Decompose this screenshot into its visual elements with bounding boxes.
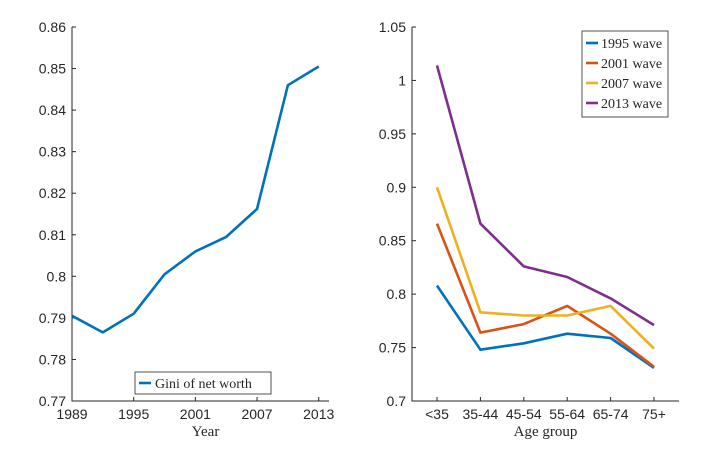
x-tick-label: 2013	[303, 406, 334, 422]
legend-label: 2007 wave	[601, 77, 662, 92]
gini-by-age-chart: 0.7 0.75 0.8 0.85 0.9 0.95 1 1.05 <35 35-44 45-54 5…	[379, 19, 679, 440]
x-tick-label: 1989	[56, 406, 87, 422]
y-tick-label: 0.79	[39, 310, 66, 326]
legend-box	[134, 371, 272, 395]
y-tick-label: 0.77	[39, 393, 66, 409]
legend-label: 2001 wave	[601, 57, 662, 72]
x-tick-label: 2007	[241, 406, 272, 422]
series-line-2007-wave	[435, 186, 655, 350]
y-tick-label: 0.83	[39, 144, 66, 160]
y-tick-label: 0.75	[379, 340, 406, 356]
series-line-1995-wave	[435, 284, 655, 369]
x-tick-label: 35-44	[462, 406, 498, 422]
y-tick-label: 0.8	[387, 286, 407, 302]
x-tick-label: 65-74	[593, 406, 629, 422]
x-tick-label: <35	[425, 406, 449, 422]
y-tick-label: 0.85	[379, 233, 406, 249]
x-tick-label: 45-54	[506, 406, 542, 422]
y-tick-label: 0.82	[39, 185, 66, 201]
x-axis-label: Year	[192, 424, 220, 440]
y-tick-label: 1	[398, 72, 406, 88]
y-tick-label: 1.05	[379, 19, 406, 35]
legend-label: 1995 wave	[601, 37, 662, 52]
y-tick-label: 0.7	[387, 393, 407, 409]
y-tick-label: 0.9	[387, 179, 407, 195]
y-tick-label: 0.95	[379, 126, 406, 142]
y-tick-label: 0.86	[39, 19, 66, 35]
series-line-2013-wave	[435, 65, 655, 327]
right-legend: 1995 wave 2001 wave 2007 wave 2013 wave	[581, 30, 669, 118]
x-tick-label: 75+	[642, 406, 666, 422]
y-tick-label: 0.85	[39, 61, 66, 77]
y-tick-label: 0.78	[39, 351, 66, 367]
x-tick-label: 2001	[180, 406, 211, 422]
x-tick-label: 55-64	[549, 406, 585, 422]
x-axis-label: Age group	[514, 424, 578, 440]
gini-over-time-chart: 0.77 0.78 0.79 0.8 0.81 0.82 0.83 0.84 0.85 0.86 1…	[39, 19, 335, 440]
y-tick-label: 0.81	[39, 227, 66, 243]
left-legend: Gini of net worth	[134, 371, 272, 395]
x-tick-label: 1995	[118, 406, 149, 422]
y-tick-label: 0.84	[39, 102, 66, 118]
legend-label: Gini of net worth	[155, 377, 252, 392]
legend-label: 2013 wave	[601, 97, 662, 112]
series-line-gini	[71, 65, 320, 334]
y-tick-label: 0.8	[47, 268, 67, 284]
